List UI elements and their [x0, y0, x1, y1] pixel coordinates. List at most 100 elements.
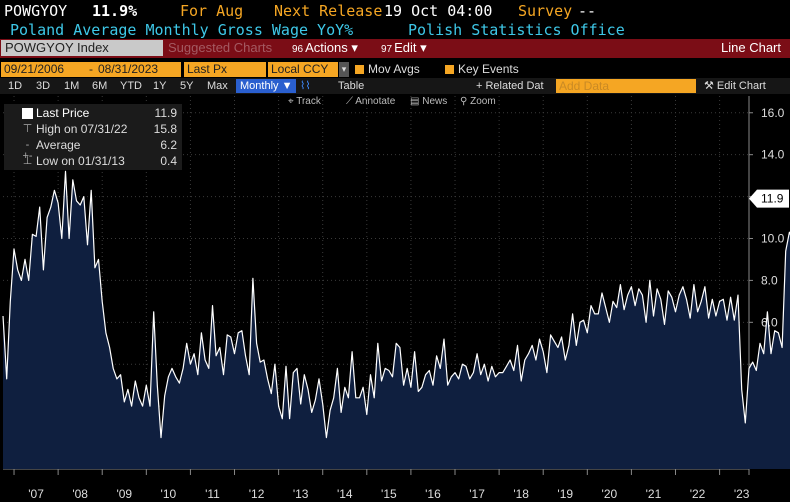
zoom-icon: ⚲	[460, 96, 471, 107]
x-tick-label: '19	[557, 487, 573, 501]
controls-row: 09/21/2006 - 08/31/2023 Last Px Local CC…	[0, 60, 790, 78]
edit-chart-label: Edit Chart	[716, 80, 766, 92]
wrench-icon: ⚒	[704, 80, 717, 92]
caret-down-icon: ▾	[420, 40, 427, 55]
track-label: Track	[296, 96, 321, 107]
low-marker-icon: ⊥	[22, 155, 33, 167]
legend-average: -+- Average 6.2	[4, 138, 182, 162]
annotate-label: Annotate	[355, 96, 396, 107]
line-chart-icon[interactable]: ⌇⌇	[300, 80, 311, 92]
y-tick-label: 16.0	[761, 106, 785, 120]
legend: Last Price 11.9 ⊤ High on 07/31/22 15.8 …	[4, 104, 182, 170]
ticker: POWGYOY	[4, 2, 68, 20]
legend-high-value: 15.8	[153, 122, 177, 136]
x-tick-label: '20	[602, 487, 618, 501]
range-6m[interactable]: 6M	[92, 80, 108, 92]
range-ytd[interactable]: YTD	[120, 80, 142, 92]
edit-chart-button[interactable]: ⚒ Edit Chart	[704, 79, 766, 93]
field-select[interactable]: Last Px	[184, 62, 266, 77]
series-line	[2, 170, 790, 439]
caret-down-icon: ▼	[281, 80, 293, 92]
x-tick-label: '09	[116, 487, 132, 501]
annotate-tool[interactable]: ⟋ Annotate	[346, 96, 395, 107]
edit-label: Edit	[394, 40, 417, 55]
average-marker-icon: -+-	[22, 139, 33, 162]
y-tick-label: 10.0	[761, 231, 785, 245]
actions-menu[interactable]: 96 Actions ▾	[292, 40, 358, 56]
start-date-field[interactable]: 09/21/2006	[1, 62, 89, 77]
add-data-input[interactable]: Add Data	[556, 79, 696, 93]
range-1m[interactable]: 1M	[64, 80, 80, 92]
x-tick-label: '07	[28, 487, 44, 501]
legend-high-label: High on 07/31/22	[36, 122, 128, 136]
chart-type-label[interactable]: Line Chart	[721, 40, 781, 56]
range-max[interactable]: Max	[207, 80, 228, 92]
frequency-select[interactable]: Monthly ▼	[236, 79, 297, 93]
period: For Aug	[180, 2, 244, 20]
y-tick-label: 6.0	[761, 315, 778, 329]
range-3d[interactable]: 3D	[36, 80, 51, 92]
legend-last-price-label: Last Price	[36, 106, 90, 120]
legend-average-value: 6.2	[160, 138, 177, 152]
high-marker-icon: ⊤	[22, 123, 33, 135]
plus-icon: +	[476, 80, 486, 92]
actions-num: 96	[292, 44, 304, 55]
command-bar: POWGYOY Index Suggested Charts 96 Actions…	[0, 39, 790, 58]
x-tick-label: '11	[205, 487, 220, 501]
square-marker-icon	[22, 108, 33, 119]
related-data-button[interactable]: + Related Dat	[476, 79, 544, 93]
y-tick-label: 8.0	[761, 273, 778, 287]
legend-average-label: Average	[36, 138, 81, 152]
key-events-checkbox	[445, 65, 454, 74]
x-tick-label: '10	[161, 487, 177, 501]
security-field[interactable]: POWGYOY Index	[1, 40, 163, 56]
legend-last-price-value: 11.9	[154, 106, 177, 120]
range-5y[interactable]: 5Y	[180, 80, 194, 92]
annotate-icon: ⟋	[346, 96, 356, 107]
header-row: POWGYOY 11.9% For Aug Next Release 19 Oc…	[0, 0, 790, 22]
last-value-tag	[749, 189, 789, 208]
currency-dropdown-icon[interactable]: ▾	[339, 62, 349, 77]
next-release-label: Next Release	[274, 2, 383, 20]
mov-avgs-toggle[interactable]: Mov Avgs	[355, 62, 420, 77]
news-tool[interactable]: ▤ News	[410, 96, 447, 107]
series-area	[3, 171, 790, 469]
next-release-value: 19 Oct 04:00	[384, 2, 493, 20]
x-tick-label: '23	[734, 487, 750, 501]
last-value-label: 11.9	[761, 192, 784, 206]
edit-num: 97	[381, 44, 393, 55]
security-text: POWGYOY Index	[5, 40, 109, 55]
range-1y[interactable]: 1Y	[153, 80, 167, 92]
track-tool[interactable]: ⌖ Track	[288, 96, 321, 107]
table-button[interactable]: Table	[338, 80, 365, 92]
end-date-field[interactable]: 08/31/2023	[95, 62, 181, 77]
legend-low: ⊥ Low on 01/31/13 0.4	[4, 154, 182, 169]
suggested-charts-button[interactable]: Suggested Charts	[168, 40, 272, 56]
actions-label: Actions	[305, 40, 348, 55]
mov-avgs-checkbox	[355, 65, 364, 74]
mov-avgs-label: Mov Avgs	[368, 62, 420, 76]
survey-value: --	[578, 2, 597, 20]
x-tick-label: '22	[690, 487, 706, 501]
range-1d[interactable]: 1D	[8, 80, 23, 92]
suggested-charts-label: Suggested Charts	[168, 40, 273, 55]
edit-menu[interactable]: 97 Edit ▾	[381, 40, 427, 56]
key-events-label: Key Events	[458, 62, 519, 76]
x-tick-label: '14	[337, 487, 353, 501]
currency-select[interactable]: Local CCY	[268, 62, 338, 77]
zoom-tool[interactable]: ⚲ Zoom	[460, 96, 496, 107]
x-tick-label: '15	[381, 487, 397, 501]
x-tick-label: '08	[72, 487, 88, 501]
description: Poland Average Monthly Gross Wage YoY%	[10, 21, 354, 39]
news-label: News	[422, 96, 448, 107]
crosshair-icon: ⌖	[288, 96, 297, 107]
key-events-toggle[interactable]: Key Events	[445, 62, 519, 77]
legend-last-price: Last Price 11.9	[4, 106, 182, 121]
x-tick-label: '12	[249, 487, 265, 501]
frequency-label: Monthly	[240, 80, 279, 92]
x-tick-label: '21	[646, 487, 662, 501]
x-tick-label: '13	[293, 487, 309, 501]
description-row: Poland Average Monthly Gross Wage YoY% P…	[0, 20, 790, 39]
x-tick-label: '17	[469, 487, 485, 501]
